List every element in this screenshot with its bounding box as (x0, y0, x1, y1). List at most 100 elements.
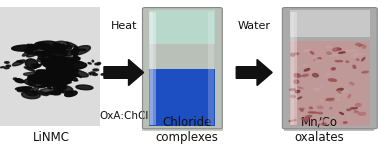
Ellipse shape (51, 57, 54, 58)
Ellipse shape (13, 78, 17, 80)
Bar (149, 71, 215, 76)
Ellipse shape (351, 54, 358, 57)
Ellipse shape (65, 69, 88, 77)
Ellipse shape (101, 74, 104, 75)
Ellipse shape (106, 68, 110, 70)
Ellipse shape (92, 60, 94, 62)
Ellipse shape (47, 51, 66, 58)
Bar (149, 12, 156, 125)
Ellipse shape (48, 66, 62, 71)
Ellipse shape (6, 65, 11, 67)
Ellipse shape (330, 107, 332, 109)
Ellipse shape (61, 59, 66, 61)
Ellipse shape (95, 63, 99, 65)
Ellipse shape (322, 119, 324, 120)
Ellipse shape (43, 64, 52, 67)
Ellipse shape (40, 73, 52, 79)
Bar (290, 10, 370, 37)
Ellipse shape (338, 91, 341, 93)
Ellipse shape (297, 97, 302, 99)
Ellipse shape (79, 75, 81, 78)
Ellipse shape (57, 88, 64, 91)
Ellipse shape (291, 53, 294, 56)
Ellipse shape (36, 80, 42, 81)
Ellipse shape (71, 70, 78, 72)
Ellipse shape (48, 79, 64, 86)
Bar (290, 12, 297, 125)
Ellipse shape (337, 88, 343, 91)
Ellipse shape (22, 91, 40, 99)
Ellipse shape (50, 51, 67, 57)
Ellipse shape (38, 55, 55, 60)
Ellipse shape (30, 44, 46, 49)
Ellipse shape (53, 82, 55, 83)
Ellipse shape (355, 111, 358, 112)
Ellipse shape (294, 74, 301, 77)
Ellipse shape (310, 51, 314, 54)
Ellipse shape (65, 91, 77, 97)
Ellipse shape (67, 59, 76, 66)
Ellipse shape (24, 88, 26, 91)
Ellipse shape (41, 58, 59, 68)
FancyBboxPatch shape (143, 8, 222, 129)
Ellipse shape (76, 58, 78, 60)
Ellipse shape (66, 42, 77, 47)
Ellipse shape (25, 90, 38, 96)
Ellipse shape (92, 74, 98, 75)
Ellipse shape (93, 69, 98, 71)
Ellipse shape (71, 46, 90, 55)
Ellipse shape (43, 58, 48, 59)
Ellipse shape (294, 74, 300, 77)
Text: OxA:ChCl: OxA:ChCl (99, 111, 149, 121)
Ellipse shape (72, 60, 76, 61)
Ellipse shape (309, 107, 313, 109)
Ellipse shape (4, 67, 9, 69)
Ellipse shape (51, 90, 64, 93)
Ellipse shape (37, 58, 47, 62)
Ellipse shape (89, 73, 91, 75)
Ellipse shape (52, 47, 62, 50)
Ellipse shape (36, 42, 45, 47)
Ellipse shape (43, 52, 50, 56)
Ellipse shape (50, 51, 55, 53)
Ellipse shape (45, 46, 63, 52)
Ellipse shape (356, 59, 359, 60)
Ellipse shape (302, 74, 308, 77)
Ellipse shape (53, 59, 55, 60)
Ellipse shape (303, 118, 309, 120)
Ellipse shape (327, 98, 334, 101)
Ellipse shape (362, 57, 365, 61)
Ellipse shape (58, 46, 72, 52)
Ellipse shape (75, 49, 86, 51)
Ellipse shape (43, 81, 54, 87)
Ellipse shape (28, 77, 37, 80)
Ellipse shape (37, 70, 41, 72)
Ellipse shape (290, 89, 295, 91)
Ellipse shape (59, 58, 83, 63)
Ellipse shape (65, 76, 73, 80)
Ellipse shape (53, 56, 57, 58)
Ellipse shape (35, 73, 45, 79)
Ellipse shape (53, 57, 69, 63)
Ellipse shape (333, 48, 339, 51)
Ellipse shape (53, 64, 62, 73)
Ellipse shape (59, 70, 79, 76)
Ellipse shape (22, 52, 29, 56)
Ellipse shape (363, 45, 366, 48)
Ellipse shape (39, 88, 59, 95)
Ellipse shape (314, 59, 319, 60)
Ellipse shape (36, 70, 55, 79)
Ellipse shape (15, 79, 24, 83)
Ellipse shape (59, 64, 74, 69)
Ellipse shape (45, 47, 55, 52)
Ellipse shape (39, 72, 57, 77)
Ellipse shape (291, 95, 295, 98)
Ellipse shape (335, 61, 342, 62)
Ellipse shape (23, 72, 43, 76)
Ellipse shape (348, 49, 356, 52)
Ellipse shape (340, 112, 344, 114)
Ellipse shape (51, 79, 55, 81)
Ellipse shape (17, 61, 23, 62)
Ellipse shape (347, 109, 351, 111)
Ellipse shape (321, 123, 326, 125)
